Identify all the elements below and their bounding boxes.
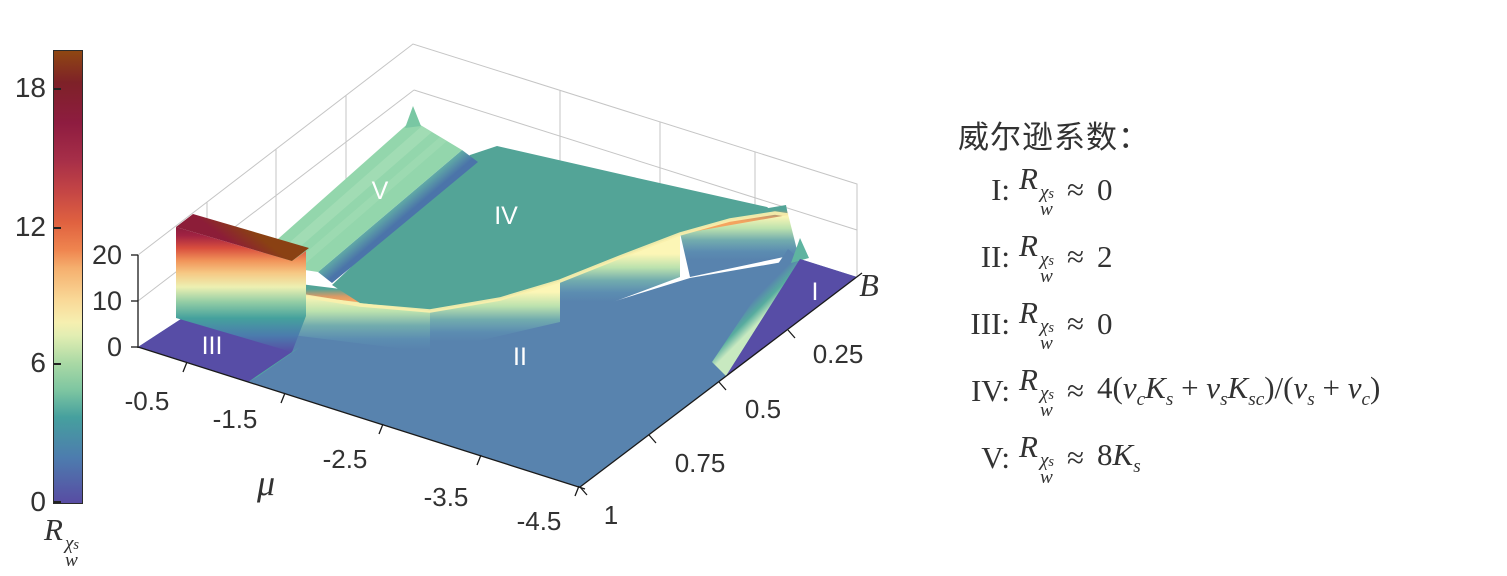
colorbar-tick-label: 18 <box>14 72 46 103</box>
region-v-stripe <box>288 137 447 270</box>
colorbar-tick-label: 0 <box>30 486 46 517</box>
colorbar-tickmark <box>54 363 61 365</box>
approx-symbol: ≈ <box>1067 238 1085 274</box>
legend-value: 4(vcKs + vsKsc)/(vs + vc) <box>1097 369 1381 411</box>
mu-axis-label: μ <box>256 463 275 503</box>
mu-tick-label: -3.5 <box>424 482 469 512</box>
b-tick-label: 1 <box>604 500 618 530</box>
z-tick-label: 0 <box>107 332 122 362</box>
legend-numeral: II: <box>980 238 1010 274</box>
legend-numeral: V: <box>981 439 1010 475</box>
colorbar-tickmark <box>54 227 61 229</box>
region-label-iv: IV <box>494 202 518 230</box>
region-ii-surface <box>138 259 857 487</box>
region-v-spike <box>405 106 421 128</box>
approx-symbol: ≈ <box>1067 305 1085 341</box>
ridge-crest-line <box>291 211 789 313</box>
legend-numeral: IV: <box>970 372 1010 408</box>
mu-tick-label: -2.5 <box>323 444 368 474</box>
region-iii-surface <box>138 317 292 382</box>
z-tick-label: 20 <box>92 240 122 270</box>
ridge-i-band <box>712 249 800 376</box>
approx-symbol: ≈ <box>1067 439 1085 475</box>
colorbar-tickmark <box>54 501 61 503</box>
legend-value: 8Ks <box>1097 436 1141 478</box>
b-tick-label: 0.25 <box>813 339 864 369</box>
colorbar-tick-label: 12 <box>14 211 46 242</box>
legend-value: 2 <box>1097 238 1113 274</box>
wall-front-face <box>176 227 292 352</box>
approx-symbol: ≈ <box>1067 372 1085 408</box>
legend-value: 0 <box>1097 305 1113 341</box>
ridge-gradient-band <box>292 214 798 352</box>
region-label-v: V <box>372 177 389 205</box>
region-labels: I II III IV V <box>202 177 819 371</box>
mu-axis-tick-labels: -0.5 -1.5 -2.5 -3.5 -4.5 <box>125 386 562 536</box>
region-label-i: I <box>812 278 819 306</box>
region-i-surface <box>726 259 857 376</box>
region-v-stripe <box>265 126 432 266</box>
region-label-ii: II <box>513 343 527 371</box>
region-iii-edge-step <box>248 347 300 382</box>
colorbar-tickmark <box>54 88 61 90</box>
legend-value: 0 <box>1097 171 1113 207</box>
wall-right-cap <box>292 251 306 352</box>
z-axis-tick-labels: 20 10 0 <box>92 240 122 362</box>
b-axis-label: B <box>859 267 879 303</box>
mu-tick-label: -1.5 <box>213 404 258 434</box>
colorbar-tick-label: 6 <box>30 347 46 378</box>
legend-numeral: III: <box>970 305 1010 341</box>
legend-title: 威尔逊系数： <box>958 120 1150 155</box>
mu-tick-label: -0.5 <box>125 386 170 416</box>
b-axis-tick-labels: 0.25 0.5 0.75 1 <box>604 339 864 530</box>
legend-numeral: I: <box>991 171 1010 207</box>
ridge-i-peak <box>791 238 809 263</box>
b-tick-label: 0.75 <box>675 448 726 478</box>
approx-symbol: ≈ <box>1067 171 1085 207</box>
wall-roof <box>176 214 309 261</box>
mu-tick-label: -4.5 <box>517 506 562 536</box>
z-tick-label: 10 <box>92 286 122 316</box>
region-label-iii: III <box>202 332 223 360</box>
cliff-v-iv <box>318 150 478 283</box>
axis-rulers <box>131 254 863 497</box>
b-tick-label: 0.5 <box>745 394 781 424</box>
colorbar <box>53 50 83 504</box>
